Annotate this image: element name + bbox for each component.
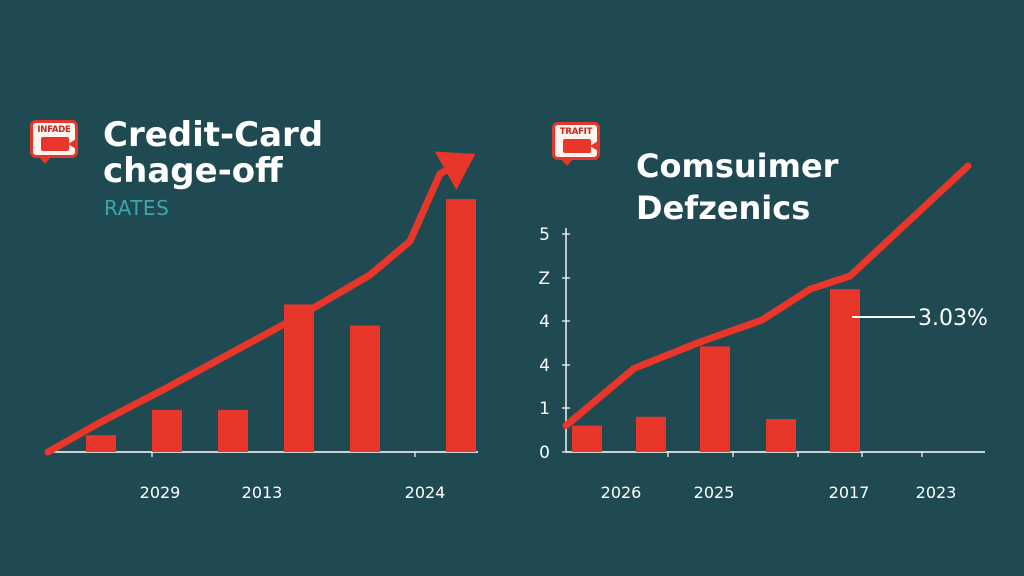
x-tick-label: 2024 <box>405 483 446 502</box>
camera-icon-left <box>41 137 76 151</box>
x-tick-label: 2013 <box>242 483 283 502</box>
bar <box>700 346 730 452</box>
y-tick-label: Z <box>538 269 550 289</box>
right-chart-title: Comsuimer Defzenics <box>636 147 839 227</box>
trend-line <box>562 162 972 430</box>
right-title-line-2: Defzenics <box>636 188 811 227</box>
badge-label-right: TRAFIT <box>559 127 593 137</box>
bar <box>830 289 860 452</box>
bar <box>636 416 666 452</box>
y-tick-label: 1 <box>539 399 550 419</box>
x-tick-label: 2029 <box>140 483 181 502</box>
bar <box>218 409 248 452</box>
x-tick-label: 2026 <box>601 483 642 502</box>
left-title-line-1: Credit-Card <box>103 115 324 155</box>
left-chart-title: Credit-Card chage-off <box>103 115 324 191</box>
video-badge-icon-left: INFADE <box>30 120 78 164</box>
y-tick-label: 0 <box>539 443 550 463</box>
right-title-line-1: Comsuimer <box>636 147 839 185</box>
left-chart-subtitle: RATES <box>104 196 170 220</box>
y-tick-label: 5 <box>539 225 550 245</box>
bar <box>284 304 314 452</box>
bar <box>86 435 116 452</box>
x-tick-label: 2025 <box>694 483 735 502</box>
bar <box>446 199 476 452</box>
left-title-line-2: chage-off <box>103 150 283 191</box>
callout-label: 3.03% <box>918 306 988 331</box>
bar <box>152 409 182 452</box>
trend-arrow-head <box>434 151 476 190</box>
bar <box>766 419 796 452</box>
trend-line <box>44 153 474 456</box>
y-tick-label: 4 <box>539 356 550 376</box>
y-tick-label: 4 <box>539 312 550 332</box>
bar <box>572 425 602 452</box>
x-tick-label: 2023 <box>916 483 957 502</box>
x-tick-label: 2017 <box>829 483 870 502</box>
badge-label-left: INFADE <box>37 125 71 135</box>
bar <box>350 325 380 452</box>
video-badge-icon-right: TRAFIT <box>552 122 600 166</box>
camera-icon-right <box>563 139 598 153</box>
